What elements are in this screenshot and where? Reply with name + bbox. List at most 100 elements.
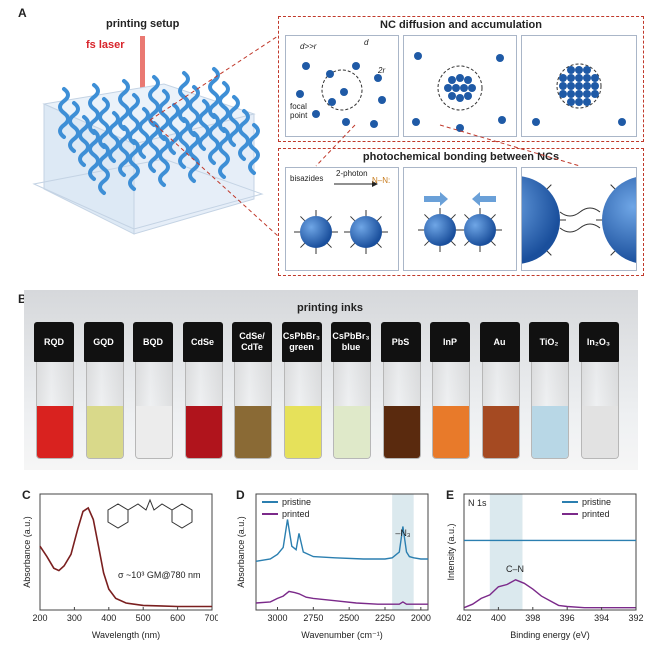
helix-structure [88, 129, 100, 181]
nanocrystal-dot [468, 84, 476, 92]
ink-vial: PbS [380, 322, 421, 462]
chart-c-annotation: σ ~10³ GM@780 nm [118, 570, 200, 580]
helix-structure [168, 103, 180, 155]
panel-d-letter: D [236, 488, 245, 502]
helix-structure [128, 93, 140, 145]
nanocrystal-dot [575, 82, 583, 90]
nanocrystal-sphere [464, 214, 496, 246]
bisazides-label: bisazides [290, 174, 324, 183]
tick-label: 394 [594, 613, 609, 623]
nanocrystal-dot [456, 74, 464, 82]
chart-c: 200 300 400 500 600 700 Wavelength (nm) Absor… [22, 493, 218, 640]
vial-glass [234, 362, 272, 459]
nanocrystal-sphere [300, 216, 332, 248]
tick-label: 2750 [303, 613, 323, 623]
legend-e-printed: printed [582, 509, 610, 519]
arrow-right-icon [424, 192, 448, 206]
nanocrystal-dot [328, 98, 336, 106]
helix-structure [188, 131, 200, 183]
chart-c-ylabel: Absorbance (a.u.) [22, 516, 32, 588]
helix-array [58, 67, 260, 195]
helix-structure [218, 127, 230, 179]
panel-c-letter: C [22, 488, 31, 502]
nanocrystal-dot [448, 92, 456, 100]
vial-cap-label: In₂O₃ [578, 322, 619, 362]
nanocrystal-dot [464, 76, 472, 84]
vial-cap-label: Au [479, 322, 520, 362]
helix-structure [88, 83, 100, 135]
ink-vial: CdSe [182, 322, 223, 462]
vial-cap-label: CsPbBr₃ green [281, 322, 322, 362]
vial-cap-label: RQD [34, 322, 74, 362]
vial-liquid [334, 406, 370, 458]
vial-liquid [433, 406, 469, 458]
nanocrystal-dot [444, 84, 452, 92]
focal-region [556, 63, 602, 109]
tick-label: 300 [67, 613, 82, 623]
vial-cap-label: CsPbBr₃ blue [331, 322, 371, 362]
nanocrystal-dot [567, 66, 575, 74]
helix-structure [248, 123, 260, 175]
chart-d-peak-label: –N₃ [395, 528, 411, 538]
helix-structure [108, 111, 120, 163]
nanocrystal-dot [296, 90, 304, 98]
nanocrystal-dot [583, 74, 591, 82]
tick-label: 398 [525, 613, 540, 623]
legend-d-printed: printed [282, 509, 310, 519]
legend-e-pristine: pristine [582, 497, 611, 507]
chart-e-xlabel: Binding energy (eV) [510, 630, 590, 640]
tick-label: 400 [491, 613, 506, 623]
two-r-label: 2r [378, 66, 386, 75]
vial-glass [184, 362, 223, 459]
tick-label: 402 [456, 613, 471, 623]
panel-e-letter: E [446, 488, 455, 502]
diffusion-frame-1: d>>r d 2r focal point [285, 35, 399, 137]
nanocrystal-dot [452, 84, 460, 92]
nanocrystal-dot [352, 62, 360, 70]
nanocrystal-dot [378, 96, 386, 104]
ink-vial: In₂O₃ [578, 322, 619, 462]
nanocrystal-dot [559, 90, 567, 98]
vial-liquid [284, 406, 321, 458]
nanocrystal-dot [567, 82, 575, 90]
chart-e-highlight [489, 494, 523, 610]
nanocrystal-dot [618, 118, 626, 126]
chart-d-highlight [392, 494, 414, 610]
bonding-frame-2 [403, 167, 517, 271]
tick-label: 2250 [375, 613, 395, 623]
vial-cap-label: InP [430, 322, 470, 362]
nanocrystal-dot [575, 90, 583, 98]
chart-d-ylabel: Absorbance (a.u.) [236, 516, 246, 588]
chart-c-xlabel: Wavelength (nm) [92, 630, 160, 640]
helix-structure [238, 109, 250, 161]
bonding-frame-1: bisazides 2-photon N–N: [285, 167, 399, 271]
bisazide-molecule [107, 498, 193, 529]
focal-region [321, 69, 363, 111]
nanocrystal-dot [342, 118, 350, 126]
vial-liquid [532, 406, 568, 458]
vial-cap-label: PbS [380, 322, 421, 362]
arrow-left-icon [472, 192, 496, 206]
ink-vial: RQD [34, 322, 74, 462]
vial-liquid [86, 406, 123, 458]
nanocrystal-dot [498, 116, 506, 124]
helix-structure [218, 81, 230, 133]
nitrene-label: N–N: [372, 176, 391, 185]
d-gt-r-label: d>>r [300, 42, 317, 51]
helix-structure [208, 113, 220, 165]
helix-structure [98, 143, 110, 195]
vial-liquid [235, 406, 271, 458]
vial-cap-label: CdSe/ CdTe [232, 322, 272, 362]
tick-label: 700 [204, 613, 218, 623]
nanocrystal-dot [591, 74, 599, 82]
nanocrystal-dot [559, 74, 567, 82]
helix-structure [118, 125, 130, 177]
diffusion-frame-3 [521, 35, 637, 137]
fs-laser-label: fs laser [86, 39, 125, 51]
helix-structure [58, 87, 70, 139]
nanocrystal-dot [456, 124, 464, 132]
legend-d-pristine: pristine [282, 497, 311, 507]
focal-point-label: focal point [290, 102, 308, 120]
chart-e-frame [463, 493, 637, 611]
chart-d-xlabel: Wavenumber (cm⁻¹) [301, 630, 382, 640]
